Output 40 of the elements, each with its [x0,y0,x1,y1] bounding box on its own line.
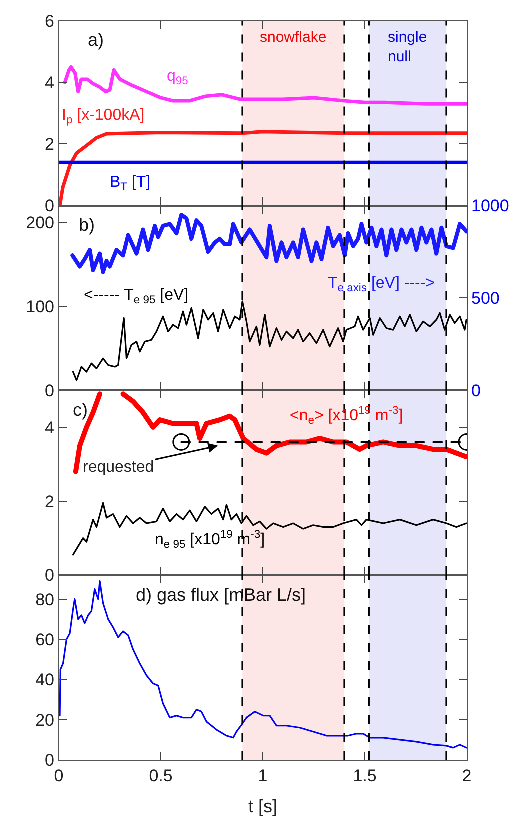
x-tick-label: 2 [462,766,472,786]
y-tick-label: 100 [26,297,54,316]
annotation: requested [83,459,154,476]
x-tick-label: 1 [258,766,268,786]
text: b) [79,215,96,235]
text: d) gas flux [mBar L/s] [136,585,306,605]
text: c) [73,400,88,420]
series-label: T$_{e axis}$ [eV] ----> [328,275,436,294]
x-tick-label: 1.5 [353,766,377,786]
y-tick-label: 2 [45,135,54,154]
y-tick-label: 0 [45,196,54,216]
y2-tick-label: 500 [472,289,500,308]
y-tick-label: 6 [45,12,54,31]
y-tick-label: 0 [45,381,54,400]
line-series [59,130,467,206]
series-label: I$_{p}$ [x-100kA] [62,107,145,126]
series-label: q$_{95}$ [167,68,188,88]
series-label: <n$_{e}$> [x10$^{19}$ m$^{-3}$] [290,405,404,428]
y-tick-label: 4 [45,418,54,438]
line-series [63,65,467,106]
y-tick-label: 20 [36,710,54,730]
x-tick-label: 0.5 [149,766,173,786]
text: a) [88,30,104,50]
y-tick-label: 40 [36,670,54,690]
line-series [59,580,467,749]
x-axis-title: t [s] [248,796,278,817]
y-tick-label: 4 [45,74,54,93]
y2-tick-label: 1000 [472,196,510,216]
y-tick-label: 200 [26,214,54,232]
series-label: <----- T$_{e 95}$ [eV] [84,287,189,306]
y-tick-label: 2 [45,492,54,512]
series-label: B$_{T}$ [T] [110,174,151,194]
band-label: snowflake [260,29,327,46]
band-label: single null [388,29,428,66]
y-tick-label: 0 [45,750,54,770]
y-tick-label: 0 [45,566,54,586]
line-series [70,212,467,274]
y-tick-label: 60 [36,630,54,650]
y2-tick-label: 0 [472,381,481,400]
y-tick-label: 80 [36,590,54,610]
